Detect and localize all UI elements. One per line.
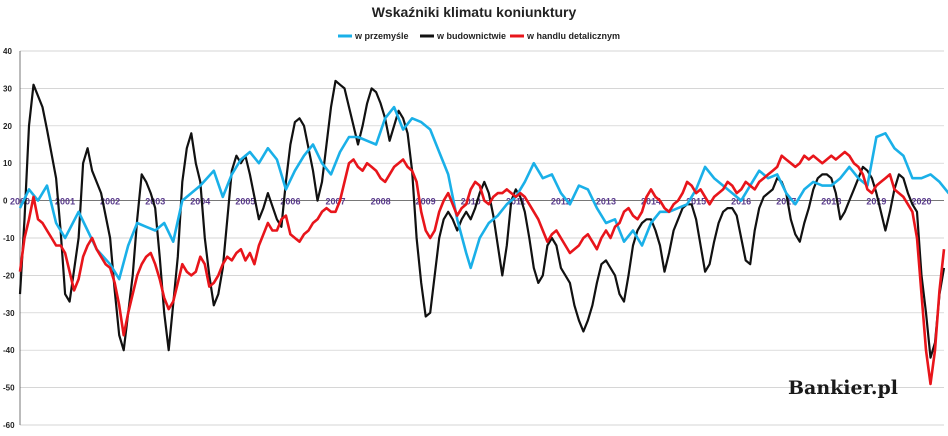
x-tick-label: 2007 [325, 197, 345, 207]
y-tick-label: 0 [3, 197, 8, 206]
series-line [18, 105, 948, 281]
x-tick-label: 2015 [686, 197, 706, 207]
x-tick-label: 2009 [416, 197, 436, 207]
series-line [18, 150, 946, 386]
x-axis-ticks: 2000 2001 2002 2003 2004 2005 2006 2007 2008 2009… [10, 197, 931, 207]
x-tick-label: 2008 [371, 197, 391, 207]
legend-label: w handlu detalicznym [526, 31, 620, 41]
legend: w przemyśle w budownictwie w handlu detali… [338, 31, 620, 41]
x-tick-label: 2000 [10, 197, 30, 207]
x-tick-label: 2017 [776, 197, 796, 207]
y-tick-label: -30 [3, 309, 15, 318]
series-lines [18, 79, 948, 386]
chart-title: Wskaźniki klimatu koniunktury [372, 4, 577, 20]
y-tick-label: 10 [3, 159, 12, 168]
y-tick-label: -10 [3, 234, 15, 243]
y-tick-label: 40 [3, 47, 12, 56]
legend-label: w przemyśle [354, 31, 409, 41]
y-tick-label: 30 [3, 84, 12, 93]
legend-label: w budownictwie [436, 31, 506, 41]
x-tick-label: 2013 [596, 197, 616, 207]
x-tick-label: 2001 [55, 197, 75, 207]
x-tick-label: 2019 [866, 197, 886, 207]
x-tick-label: 2018 [821, 197, 841, 207]
y-tick-label: -20 [3, 271, 15, 280]
x-tick-label: 2020 [911, 197, 931, 207]
x-tick-label: 2011 [506, 197, 526, 207]
series-line [18, 79, 946, 359]
x-tick-label: 2006 [280, 197, 300, 207]
x-tick-label: 2005 [235, 197, 255, 207]
brand-logo: Bankier.pl [788, 377, 898, 399]
y-axis-ticks: 40 30 20 10 0 -10 -20 -30 -40 -50 -60 [3, 47, 15, 430]
x-tick-label: 2014 [641, 197, 661, 207]
y-tick-label: -40 [3, 346, 15, 355]
x-tick-label: 2002 [100, 197, 120, 207]
y-tick-label: -50 [3, 384, 15, 393]
x-tick-label: 2010 [461, 197, 481, 207]
y-tick-label: 20 [3, 122, 12, 131]
y-tick-label: -60 [3, 421, 15, 430]
x-tick-label: 2004 [190, 197, 210, 207]
x-tick-label: 2003 [145, 197, 165, 207]
x-tick-label: 2012 [551, 197, 571, 207]
